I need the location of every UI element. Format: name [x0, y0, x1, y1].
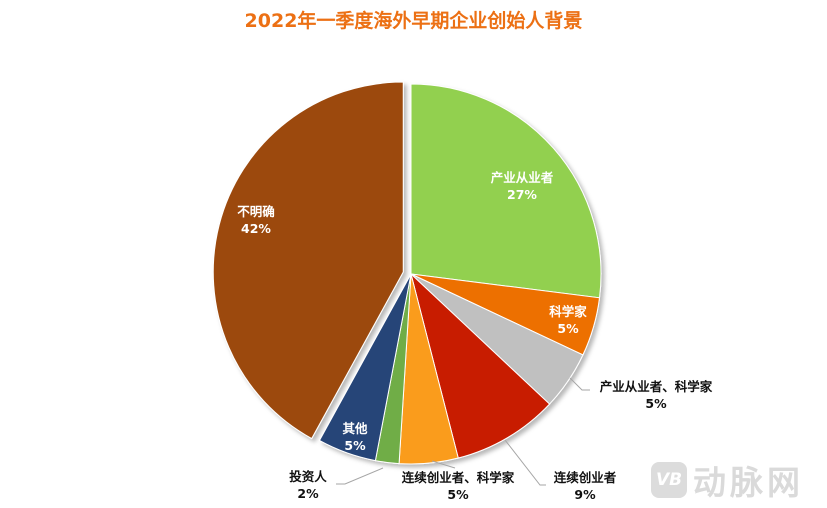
slice-label-other: 其他 5% — [330, 420, 380, 454]
slice-label-serial-entrepreneur: 连续创业者 9% — [543, 469, 627, 503]
slice-label-scientist: 科学家 5% — [536, 303, 600, 337]
slice-label-value: 42% — [241, 221, 271, 236]
slice-label-value: 9% — [574, 487, 596, 502]
slice-label-name: 产业从业者、科学家 — [599, 379, 713, 394]
watermark-text: 动脉网 — [693, 463, 804, 502]
pie-slice — [212, 81, 404, 440]
slice-label-name: 投资人 — [289, 469, 327, 484]
slice-label-name: 连续创业者、科学家 — [401, 470, 515, 485]
slice-label-serial-scientist: 连续创业者、科学家 5% — [388, 469, 528, 503]
pie-slice — [318, 273, 412, 462]
slice-label-industry-scientist: 产业从业者、科学家 5% — [588, 378, 724, 412]
slice-label-value: 5% — [645, 396, 667, 411]
leader-line-serial-scientist — [431, 460, 456, 469]
watermark: VB 动脉网 — [651, 456, 804, 504]
slice-label-value: 5% — [344, 438, 366, 453]
slice-label-value: 27% — [507, 187, 537, 202]
slice-label-value: 2% — [297, 486, 319, 501]
slice-label-name: 产业从业者 — [490, 170, 554, 185]
leader-line-serial-entrepreneur — [504, 439, 546, 486]
slice-label-value: 5% — [557, 321, 579, 336]
leader-line-industry-scientist — [569, 377, 590, 391]
leader-line-investor — [336, 467, 384, 485]
watermark-logo-icon: VB — [651, 462, 687, 498]
slice-label-industry: 产业从业者 27% — [477, 169, 567, 203]
slice-label-unclear: 不明确 42% — [226, 203, 286, 237]
slice-label-name: 连续创业者 — [553, 470, 617, 485]
chart-title: 2022年一季度海外早期企业创始人背景 — [244, 10, 583, 32]
slice-label-value: 5% — [447, 487, 469, 502]
pie-slice — [410, 272, 551, 459]
slice-label-name: 其他 — [342, 421, 368, 436]
slice-label-name: 科学家 — [549, 304, 587, 319]
slice-label-investor: 投资人 2% — [278, 468, 338, 502]
slice-label-name: 不明确 — [237, 204, 275, 219]
pie-slice — [410, 83, 602, 299]
